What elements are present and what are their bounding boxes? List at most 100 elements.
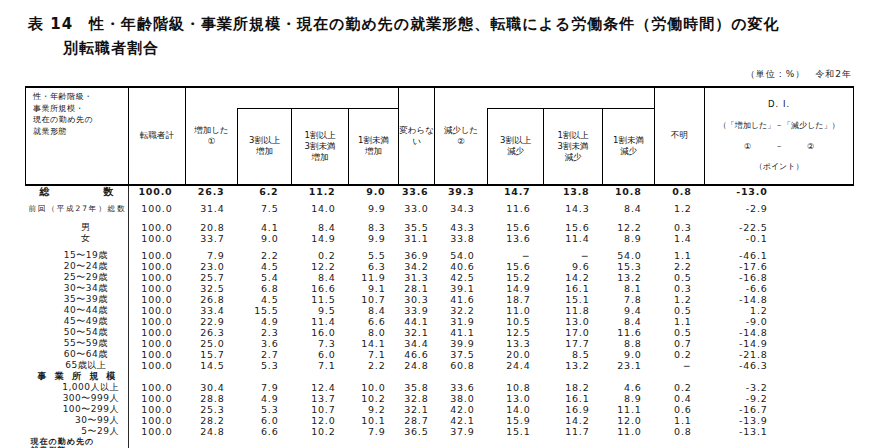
cell-value [655, 371, 705, 382]
cell-value [655, 437, 705, 448]
cell-value: 15.1 [544, 294, 603, 305]
row-label: 35〜39歳 [26, 294, 129, 305]
cell-value: -13.0 [705, 185, 854, 197]
col-header-dec-10to30: 1割以上 3割未満 減少 [544, 108, 603, 185]
row-label: 総数 [26, 186, 129, 197]
col-header-unchanged: 変わらな い [399, 87, 435, 185]
cell-value: 8.4 [349, 305, 399, 316]
row-label-cell: 65歳以上 [26, 360, 129, 371]
cell-value: 6.6 [349, 316, 399, 327]
row-label: 60〜64歳 [26, 349, 129, 360]
cell-value: 15.6 [488, 261, 544, 272]
row-label-cell: 1,000人以上 [26, 382, 129, 393]
cell-value: 16.1 [544, 283, 603, 294]
cell-value: 31.4 [186, 197, 238, 214]
cell-value: 40.6 [435, 261, 488, 272]
row-label: 現在の勤め先の 就業形態 [26, 437, 129, 448]
row-label: 65歳以上 [26, 360, 129, 371]
cell-value: 39.9 [435, 338, 488, 349]
row-label-cell: 30〜34歳 [26, 283, 129, 294]
cell-value: -14.8 [705, 294, 854, 305]
cell-value: 33.4 [186, 305, 238, 316]
cell-value: 15.3 [603, 261, 655, 272]
cell-value: 10.7 [292, 404, 349, 415]
cell-value: 10.5 [488, 316, 544, 327]
cell-value: 9.0 [349, 185, 399, 197]
cell-value: 100.0 [129, 294, 186, 305]
cell-value: 4.6 [603, 382, 655, 393]
cell-value: 100.0 [129, 272, 186, 283]
unit-note: （単位：%） 令和2年 [746, 68, 852, 81]
row-label-cell: 35〜39歳 [26, 294, 129, 305]
cell-value [238, 371, 292, 382]
cell-value: 13.2 [603, 272, 655, 283]
row-label-char: 総 [108, 203, 116, 214]
cell-value: 28.8 [186, 393, 238, 404]
cell-value: 43.3 [435, 214, 488, 233]
row-label-char: 事 [38, 371, 48, 382]
row-label: 25〜29歳 [26, 272, 129, 283]
cell-value: 26.3 [186, 327, 238, 338]
cell-value: 0.2 [655, 382, 705, 393]
cell-value: -17.6 [705, 261, 854, 272]
table-row: 100〜299人100.025.35.310.79.232.142.014.01… [26, 404, 854, 415]
cell-value: 15.6 [544, 214, 603, 233]
cell-value: 13.8 [544, 185, 603, 197]
cell-value: − [655, 360, 705, 371]
col-header-total: 転職者計 [129, 87, 186, 185]
cell-value: 9.0 [238, 233, 292, 244]
cell-value: 25.3 [186, 404, 238, 415]
cell-value: 14.2 [544, 272, 603, 283]
cell-value: 9.0 [603, 349, 655, 360]
cell-value: 0.3 [655, 214, 705, 233]
cell-value: 5.3 [238, 360, 292, 371]
cell-value: 15.2 [488, 272, 544, 283]
cell-value: 14.9 [292, 233, 349, 244]
row-label-cell: 40〜44歳 [26, 305, 129, 316]
cell-value: 10.8 [488, 382, 544, 393]
col-header-inc-30plus: 3割以上 増加 [238, 108, 292, 185]
row-label-cell: 300〜999人 [26, 393, 129, 404]
cell-value [349, 437, 399, 448]
cell-value: 100.0 [129, 305, 186, 316]
table-row: 総数100.026.36.211.29.033.639.314.713.810.… [26, 185, 854, 197]
cell-value: 100.0 [129, 338, 186, 349]
cell-value: 15.7 [186, 349, 238, 360]
cell-value: 2.2 [655, 261, 705, 272]
cell-value: 24.8 [399, 360, 435, 371]
cell-value: 1.1 [655, 316, 705, 327]
cell-value: -9.2 [705, 393, 854, 404]
cell-value: 8.4 [292, 272, 349, 283]
cell-value [488, 437, 544, 448]
cell-value: 24.8 [186, 426, 238, 437]
cell-value: 46.6 [399, 349, 435, 360]
cell-value: 1.1 [655, 244, 705, 261]
cell-value: 13.0 [544, 316, 603, 327]
row-label-char: 平 [57, 203, 65, 214]
cell-value: 25.7 [186, 272, 238, 283]
cell-value: 6.6 [238, 426, 292, 437]
row-label-cell: 5〜29人 [26, 426, 129, 437]
cell-value: 4.1 [238, 214, 292, 233]
cell-value: 0.7 [655, 338, 705, 349]
cell-value: 8.5 [544, 349, 603, 360]
cell-value: 32.5 [186, 283, 238, 294]
row-label: 55〜59歳 [26, 338, 129, 349]
cell-value: 11.0 [603, 426, 655, 437]
cell-value: 14.1 [349, 338, 399, 349]
cell-value: 30.3 [399, 294, 435, 305]
row-label-char: 業 [55, 371, 65, 382]
cell-value: 11.9 [349, 272, 399, 283]
di-label: D. I. [705, 99, 853, 110]
cell-value: 36.5 [399, 426, 435, 437]
table-header: 性・年齢階級・ 事業所規模・ 現在の勤め先の 就業形態 転職者計 増加した ① … [26, 87, 854, 185]
cell-value: 30.4 [186, 382, 238, 393]
cell-value: 6.0 [292, 349, 349, 360]
cell-value: 16.0 [292, 327, 349, 338]
cell-value: 33.6 [399, 185, 435, 197]
row-label-char: 数 [104, 186, 115, 197]
cell-value: 10.0 [349, 382, 399, 393]
cell-value: 8.9 [603, 393, 655, 404]
cell-value: 11.0 [488, 305, 544, 316]
row-label-cell: 女 [26, 233, 129, 244]
